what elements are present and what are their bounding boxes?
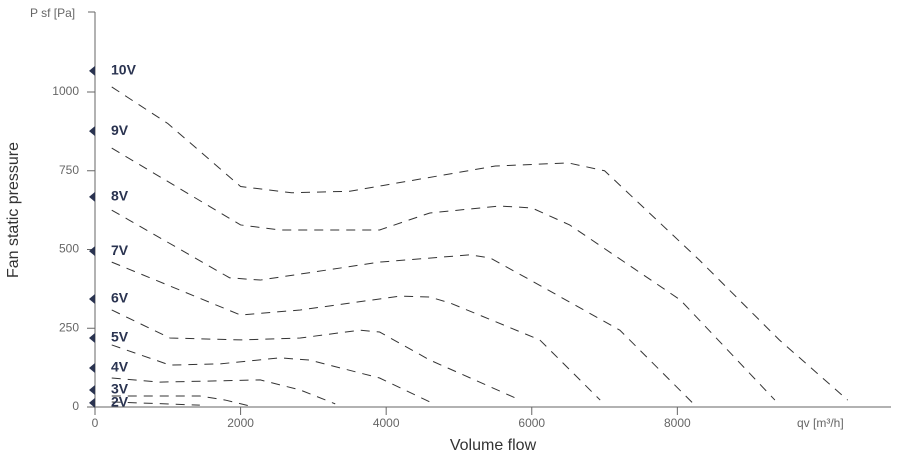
x-axis-title: Volume flow — [450, 437, 537, 454]
fan-curve — [111, 377, 336, 405]
fan-curve — [111, 309, 521, 401]
x-unit-label: qv [m³/h] — [797, 416, 844, 430]
series-label: 10V — [111, 62, 137, 78]
x-tick-label: 4000 — [373, 416, 400, 430]
series-label: 6V — [111, 290, 129, 306]
fan-curve — [111, 147, 776, 401]
x-tick-label: 8000 — [664, 416, 691, 430]
fan-curve — [111, 395, 251, 407]
voltage-marker — [89, 246, 95, 257]
x-tick-label: 0 — [92, 416, 99, 430]
series-label: 5V — [111, 329, 129, 345]
x-tick-label: 2000 — [227, 416, 254, 430]
voltage-marker — [89, 333, 95, 344]
series-label: 3V — [111, 381, 129, 397]
fan-curve — [111, 261, 601, 401]
voltage-marker — [89, 126, 95, 137]
x-tick-label: 6000 — [518, 416, 545, 430]
fan-curve — [111, 86, 849, 401]
series-label: 4V — [111, 359, 129, 375]
voltage-marker — [89, 362, 95, 373]
series-label: 2V — [111, 394, 129, 410]
y-tick-label: 250 — [59, 320, 79, 334]
y-tick-label: 1000 — [52, 84, 79, 98]
series-label: 8V — [111, 188, 129, 204]
voltage-marker — [89, 384, 95, 395]
y-unit-label: P sf [Pa] — [30, 6, 75, 20]
voltage-marker — [89, 65, 95, 76]
fan-curve — [111, 209, 696, 406]
series-label: 9V — [111, 122, 129, 138]
fan-curve — [111, 344, 431, 403]
y-axis-title: Fan static pressure — [5, 142, 22, 278]
voltage-marker — [89, 397, 95, 408]
y-tick-label: 0 — [72, 399, 79, 413]
series-label: 7V — [111, 242, 129, 258]
y-tick-label: 750 — [59, 163, 79, 177]
voltage-marker — [89, 191, 95, 202]
voltage-marker — [89, 293, 95, 304]
y-tick-label: 500 — [59, 242, 79, 256]
